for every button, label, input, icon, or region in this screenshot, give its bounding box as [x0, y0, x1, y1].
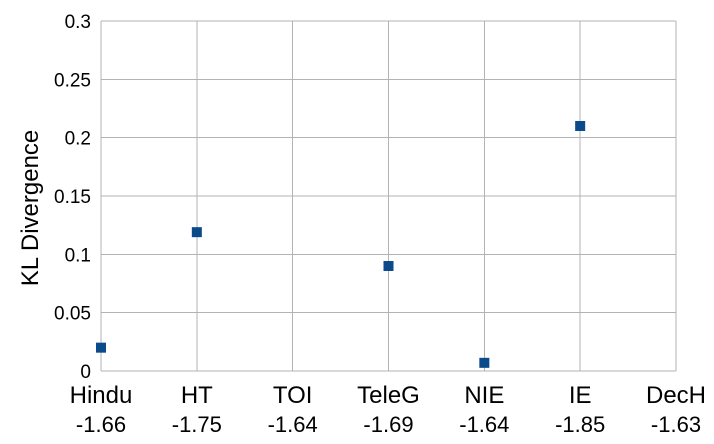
y-tick-label: 0	[80, 362, 91, 383]
x-tick-label: IE	[569, 382, 592, 409]
x-tick-label: HT	[181, 382, 213, 409]
x-tick-label: NIE	[464, 382, 504, 409]
y-tick-label: 0.2	[65, 129, 91, 150]
y-tick-label: 0.3	[65, 12, 91, 33]
data-point	[383, 261, 394, 271]
y-tick-label: 0.05	[54, 304, 91, 325]
x-tick-label: TOI	[273, 382, 313, 409]
x-sub-label: -1.64	[268, 412, 318, 437]
y-tick-label: 0.25	[54, 70, 91, 91]
data-point	[479, 357, 490, 368]
x-tick-label: Hindu	[70, 382, 133, 409]
data-point	[191, 227, 202, 238]
x-sub-label: -1.64	[459, 412, 509, 437]
tick-layer: 0 0.05 0.1 0.15 0.2 0.25 0.3 Hindu -1.66 HT -1.75 T…	[54, 12, 706, 437]
x-sub-label: -1.69	[363, 412, 413, 437]
y-tick-label: 0.1	[65, 245, 91, 266]
x-sub-label: -1.66	[76, 412, 126, 437]
x-sub-label: -1.63	[651, 412, 701, 437]
data-point	[96, 342, 106, 353]
point-layer	[96, 121, 586, 368]
x-sub-label: -1.85	[555, 412, 605, 437]
y-tick-label: 0.15	[54, 187, 91, 208]
y-axis-title: KL Divergence	[17, 130, 44, 287]
grid-layer	[100, 20, 677, 372]
data-point	[575, 121, 586, 131]
x-tick-label: TeleG	[357, 382, 420, 409]
x-sub-label: -1.75	[172, 412, 222, 437]
x-tick-label: DecH	[646, 382, 706, 409]
